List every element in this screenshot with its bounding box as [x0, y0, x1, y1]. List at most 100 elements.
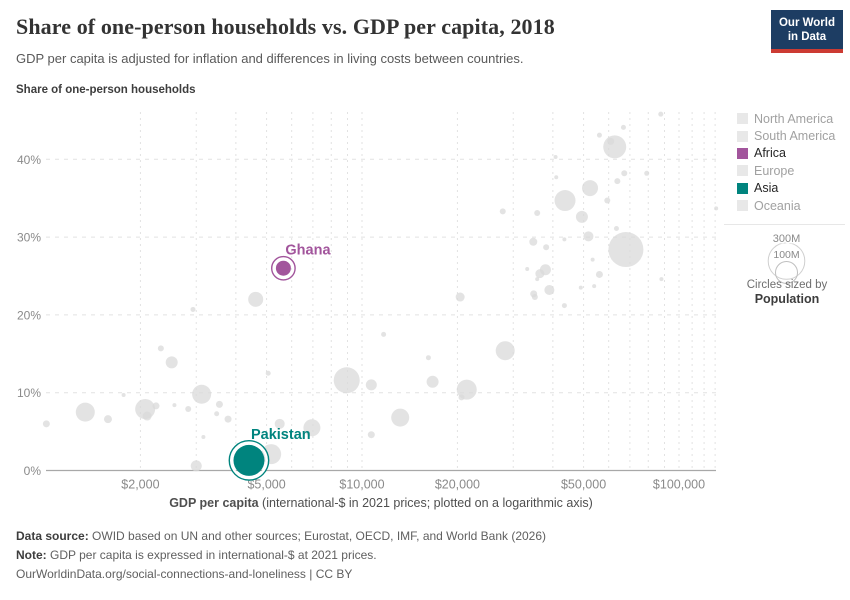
data-point[interactable] [214, 411, 220, 417]
footer-datasource-text: OWID based on UN and other sources; Euro… [88, 529, 547, 543]
x-tick-label: $2,000 [121, 478, 159, 492]
data-point[interactable] [575, 210, 588, 223]
legend-swatch [737, 130, 748, 142]
legend-item-oceania[interactable]: Oceania [737, 197, 849, 214]
data-point[interactable] [381, 331, 387, 337]
data-point[interactable] [185, 406, 192, 413]
data-point[interactable] [603, 135, 627, 159]
data-point[interactable] [458, 394, 465, 401]
data-point[interactable] [604, 197, 611, 204]
size-legend-big-circle [767, 242, 806, 280]
data-point[interactable] [659, 277, 664, 282]
data-point[interactable] [224, 415, 232, 423]
footer-cc-by: | CC BY [305, 567, 353, 581]
data-point[interactable] [614, 178, 621, 185]
data-point[interactable] [391, 408, 410, 427]
data-point[interactable] [152, 402, 160, 410]
data-point[interactable] [190, 306, 196, 312]
data-point[interactable] [553, 154, 558, 159]
legend-item-europe[interactable]: Europe [737, 162, 849, 179]
footer-link[interactable]: OurWorldinData.org/social-connections-an… [16, 567, 306, 581]
data-point[interactable] [590, 257, 595, 262]
data-point[interactable] [201, 435, 206, 440]
data-point[interactable] [644, 170, 650, 176]
data-point-ghana[interactable] [275, 260, 291, 276]
legend-swatch [737, 165, 748, 177]
y-axis-unit-label: Share of one-person households [16, 84, 196, 96]
data-point[interactable] [531, 294, 538, 301]
data-point[interactable] [554, 175, 559, 180]
data-point[interactable] [596, 132, 602, 138]
data-point[interactable] [426, 375, 439, 388]
data-point[interactable] [499, 208, 506, 215]
highlight-outline [270, 255, 296, 281]
data-point[interactable] [142, 411, 152, 421]
data-point[interactable] [425, 355, 431, 361]
data-point[interactable] [561, 303, 567, 309]
country-label-ghana[interactable]: Ghana [285, 243, 331, 259]
legend-swatch [737, 182, 748, 194]
country-label-pakistan[interactable]: Pakistan [251, 427, 311, 443]
data-point[interactable] [534, 209, 541, 216]
data-point[interactable] [165, 356, 178, 369]
legend-item-africa[interactable]: Africa [737, 145, 849, 162]
data-point[interactable] [265, 370, 271, 376]
data-point[interactable] [303, 419, 321, 437]
data-point[interactable] [42, 420, 50, 428]
data-point[interactable] [543, 244, 550, 251]
data-point[interactable] [192, 384, 212, 404]
data-point[interactable] [365, 379, 377, 391]
data-point[interactable] [535, 277, 540, 282]
data-point[interactable] [582, 180, 599, 197]
data-point[interactable] [608, 232, 644, 268]
data-point[interactable] [578, 285, 583, 290]
data-point[interactable] [190, 460, 202, 472]
data-point[interactable] [495, 341, 515, 361]
data-point[interactable] [215, 400, 223, 408]
x-axis-title-bold: GDP per capita [169, 496, 259, 510]
x-tick-label: $100,000 [653, 478, 705, 492]
owid-logo-line2: in Data [787, 30, 827, 43]
data-point[interactable] [544, 285, 555, 296]
legend-item-north-america[interactable]: North America [737, 110, 849, 127]
data-point[interactable] [367, 431, 375, 439]
data-point[interactable] [75, 402, 95, 422]
data-point[interactable] [333, 367, 360, 394]
data-point[interactable] [525, 266, 530, 271]
data-point[interactable] [103, 415, 112, 424]
data-point[interactable] [658, 111, 664, 117]
data-point[interactable] [172, 403, 177, 408]
data-point[interactable] [535, 269, 545, 279]
data-point[interactable] [620, 124, 626, 130]
data-point[interactable] [455, 292, 465, 302]
data-point[interactable] [121, 393, 126, 398]
owid-logo[interactable]: Our World in Data [770, 10, 843, 53]
x-tick-label: $20,000 [435, 478, 480, 492]
data-point[interactable] [613, 226, 619, 232]
data-point[interactable] [621, 170, 628, 177]
data-point[interactable] [583, 231, 594, 242]
legend-label: Africa [754, 146, 786, 161]
size-legend-small-circle [775, 261, 798, 284]
size-legend-caption: Circles sized by [746, 279, 828, 291]
data-point[interactable] [607, 137, 615, 145]
data-point[interactable] [157, 345, 164, 352]
legend-swatch [737, 113, 748, 125]
data-point[interactable] [554, 190, 576, 212]
y-tick-label: 0% [24, 464, 42, 478]
data-point[interactable] [529, 237, 538, 246]
legend-item-asia[interactable]: Asia [737, 180, 849, 197]
data-point[interactable] [274, 418, 285, 429]
x-tick-label: $10,000 [339, 478, 384, 492]
legend-item-south-america[interactable]: South America [737, 127, 849, 144]
data-point[interactable] [562, 237, 567, 242]
data-point-pakistan[interactable] [233, 444, 265, 476]
data-point[interactable] [714, 206, 719, 211]
data-point[interactable] [595, 270, 603, 278]
size-legend-captions: Circles sized by Population [732, 279, 842, 306]
data-point[interactable] [248, 291, 264, 307]
size-legend-small-label: 100M [773, 249, 799, 261]
data-point[interactable] [592, 284, 597, 289]
footer: Data source: OWID based on UN and other … [16, 527, 546, 584]
legend-label: Oceania [754, 198, 801, 213]
